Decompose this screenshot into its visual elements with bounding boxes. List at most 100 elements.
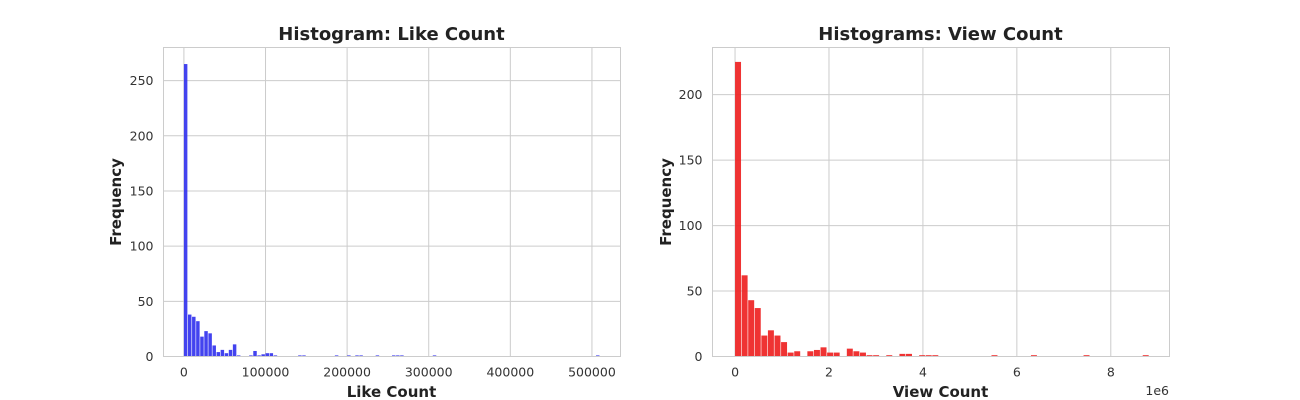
view-count-histogram-bar <box>781 342 788 357</box>
like-count-histogram-bar <box>200 336 204 357</box>
like-count-x-tick-label: 200000 <box>323 365 371 380</box>
like-count-histogram-bar <box>334 355 339 357</box>
like-count-x-tick-label: 400000 <box>486 365 534 380</box>
view-count-y-tick-label: 100 <box>679 218 703 233</box>
view-count-histogram-bar <box>919 355 926 357</box>
like-count-histogram-bar <box>236 355 241 357</box>
like-count-histogram-bar <box>232 344 237 357</box>
like-count-x-axis-label: Like Count <box>347 383 437 400</box>
like-count-histogram-bar <box>208 333 212 357</box>
like-count-histogram-bar <box>432 355 437 357</box>
like-count-y-axis-label: Frequency <box>107 158 125 246</box>
like-count-histogram-bar <box>298 355 302 357</box>
view-count-y-ticks: 0 50 100 150 200 <box>679 87 703 364</box>
view-count-histogram-bar <box>899 353 906 357</box>
view-count-histogram-panel: Histograms: View Count 0 2 4 6 8 0 50 100 150 20… <box>657 24 1170 400</box>
like-count-histogram-bar <box>265 353 269 357</box>
like-count-histogram-bar <box>212 345 216 357</box>
view-count-histogram-bar <box>735 61 742 357</box>
like-count-histogram-bar <box>261 354 265 357</box>
view-count-histogram-bar <box>846 348 853 357</box>
view-count-histogram-bar <box>833 352 840 357</box>
like-count-histogram-bar <box>392 355 396 357</box>
like-count-histogram-bar <box>183 64 188 357</box>
like-count-y-tick-label: 0 <box>146 349 154 364</box>
view-count-histogram-bar <box>925 355 932 357</box>
like-count-gridlines <box>163 47 621 357</box>
like-count-histogram-bar <box>187 314 192 357</box>
like-count-histogram-bar <box>396 355 400 357</box>
view-count-histogram-bar <box>794 351 801 357</box>
like-count-plot-frame <box>163 47 621 357</box>
view-count-histogram-bar <box>761 335 768 357</box>
view-count-histogram-bar <box>886 355 893 357</box>
like-count-y-tick-label: 150 <box>130 183 154 198</box>
like-count-y-tick-label: 200 <box>130 128 154 143</box>
view-count-x-tick-label: 8 <box>1107 365 1115 380</box>
view-count-x-tick-label: 6 <box>1013 365 1021 380</box>
like-count-histogram-bar <box>347 355 351 357</box>
like-count-x-tick-label: 300000 <box>405 365 453 380</box>
like-count-histogram-bar <box>228 349 233 357</box>
like-count-y-tick-label: 100 <box>130 239 154 254</box>
like-count-histogram-bar <box>400 355 404 357</box>
like-count-histogram-bar <box>302 355 306 357</box>
like-count-x-tick-label: 500000 <box>568 365 616 380</box>
view-count-x-tick-label: 4 <box>919 365 927 380</box>
view-count-y-axis-label: Frequency <box>657 158 675 246</box>
like-count-histogram-bar <box>269 353 274 357</box>
view-count-histogram-bar <box>932 355 939 357</box>
like-count-histogram-bar <box>355 355 359 357</box>
like-count-histogram-bar <box>249 355 253 357</box>
like-count-histogram-bar <box>224 353 229 357</box>
like-count-x-tick-label: 0 <box>180 365 188 380</box>
like-count-y-tick-label: 50 <box>138 294 154 309</box>
view-count-plot-frame <box>712 47 1170 357</box>
like-count-histogram-panel: Histogram: Like Count 0 100000 200000 30000… <box>107 24 621 400</box>
like-count-histogram-bar <box>253 350 257 357</box>
view-count-histogram-bar <box>767 330 774 357</box>
view-count-histogram-bar <box>1142 355 1149 357</box>
view-count-x-axis-label: View Count <box>893 383 989 400</box>
view-count-histogram-bar <box>807 351 814 357</box>
view-count-histogram-bar <box>1030 355 1037 357</box>
like-count-histogram-bar <box>216 352 221 357</box>
view-count-x-tick-label: 2 <box>825 365 833 380</box>
view-count-gridlines <box>712 47 1170 357</box>
view-count-histogram-bar <box>820 347 827 357</box>
like-count-bars <box>183 64 600 357</box>
like-count-histogram-bar <box>273 355 278 357</box>
view-count-histogram-bar <box>991 355 998 357</box>
view-count-histogram-bar <box>827 352 834 357</box>
like-count-y-tick-label: 250 <box>130 73 154 88</box>
view-count-x-ticks: 0 2 4 6 8 <box>731 365 1115 380</box>
view-count-histogram-bar <box>787 352 794 357</box>
view-count-histogram-bar <box>859 352 866 357</box>
view-count-chart-title: Histograms: View Count <box>818 24 1063 45</box>
like-count-histogram-bar <box>196 321 200 357</box>
view-count-y-tick-label: 0 <box>695 349 703 364</box>
view-count-y-tick-label: 50 <box>687 284 703 299</box>
like-count-histogram-bar <box>257 355 261 357</box>
view-count-bars <box>735 61 1149 357</box>
view-count-histogram-bar <box>813 349 820 357</box>
like-count-histogram-bar <box>192 316 196 357</box>
view-count-histogram-bar <box>754 308 761 357</box>
view-count-histogram-bar <box>774 335 781 357</box>
like-count-histogram-bar <box>375 355 380 357</box>
like-count-histogram-bar <box>204 331 208 357</box>
like-count-histogram-bar <box>596 355 600 357</box>
like-count-chart-title: Histogram: Like Count <box>278 24 505 45</box>
view-count-histogram-bar <box>853 351 860 357</box>
like-count-x-tick-label: 100000 <box>242 365 290 380</box>
view-count-y-tick-label: 150 <box>679 153 703 168</box>
like-count-x-ticks: 0 100000 200000 300000 400000 500000 <box>180 365 616 380</box>
view-count-histogram-bar <box>741 275 748 357</box>
view-count-y-tick-label: 200 <box>679 87 703 102</box>
view-count-histogram-bar <box>1083 355 1090 357</box>
view-count-histogram-bar <box>748 300 755 357</box>
like-count-histogram-bar <box>220 349 225 357</box>
view-count-x-offset-label: 1e6 <box>1145 383 1169 398</box>
view-count-histogram-bar <box>866 355 873 357</box>
